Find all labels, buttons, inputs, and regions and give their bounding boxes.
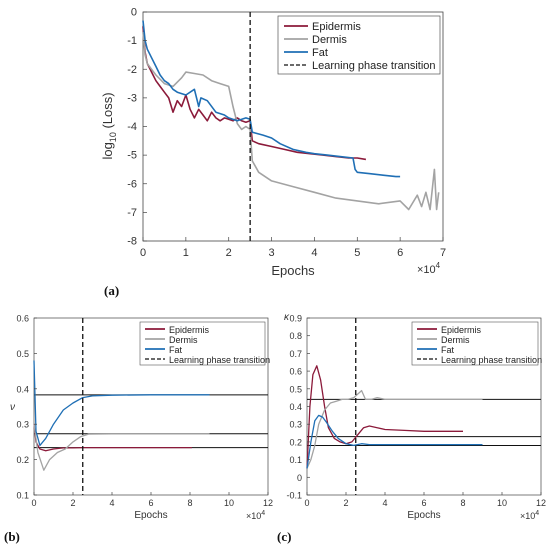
y-tick-label: 0.9 (289, 314, 302, 324)
chart-a: 0 1 2 3 4 5 6 7 0 -1 -2 -3 -4 -5 -6 -7 -8 Epochs ×104 lo… (100, 7, 446, 299)
x-tick-label: 0 (31, 498, 36, 508)
legend-label: Learning phase transition (169, 355, 270, 365)
x-axis-label-a: Epochs (271, 263, 315, 278)
y-tick-label: 0.8 (289, 331, 302, 341)
x-multiplier-a: ×104 (417, 261, 441, 276)
x-tick-label: 6 (421, 498, 426, 508)
legend-label: Learning phase transition (312, 60, 436, 72)
y-axis-label-b: ν (10, 402, 15, 413)
y-tick-label: -6 (127, 178, 137, 190)
y-tick-label: -1 (127, 35, 137, 47)
y-tick-label: 0.1 (16, 491, 29, 501)
x-tick-label: 6 (148, 498, 153, 508)
x-tick-label: 4 (311, 247, 317, 259)
legend-label: Epidermis (312, 21, 361, 33)
chart-c: 0 2 4 6 8 10 12-0.100.10.20.30.40.50.60.70.80.… (277, 312, 546, 544)
x-tick-label: 5 (354, 247, 360, 259)
x-axis-label-c: Epochs (407, 510, 440, 521)
panel-label-a: (a) (104, 283, 119, 298)
series-line-epidermis (142, 26, 367, 161)
x-tick-label: 3 (269, 247, 275, 259)
y-tick-label: 0.4 (289, 402, 302, 412)
legend-label: Dermis (441, 335, 470, 345)
series-group-a (142, 12, 440, 241)
x-tick-label: 12 (263, 498, 273, 508)
x-tick-label: 6 (397, 247, 403, 259)
y-tick-label: 0.3 (289, 420, 302, 430)
y-tick-label: -0.1 (286, 491, 302, 501)
chart-b: 0 2 4 6 8 10 120.10.20.30.40.50.6 Epochs ×104 … (4, 314, 273, 545)
y-tick-label: 0.3 (16, 420, 29, 430)
x-tick-label: 8 (187, 498, 192, 508)
legend-label: Fat (441, 345, 455, 355)
x-tick-label: 10 (224, 498, 234, 508)
series-line-epidermis (306, 365, 463, 469)
legend-label: Fat (312, 47, 328, 59)
series-group-b (33, 318, 210, 495)
legend-label: Learning phase transition (441, 355, 542, 365)
x-tick-label: 12 (536, 498, 546, 508)
y-tick-label: 0 (131, 7, 137, 19)
y-tick-label: 0.5 (16, 349, 29, 359)
panel-label-b: (b) (4, 529, 20, 544)
y-tick-label: 0.5 (289, 384, 302, 394)
y-tick-label: 0 (297, 473, 302, 483)
y-tick-label: -5 (127, 150, 137, 162)
y-axis-label-c: κ (284, 312, 290, 323)
y-tick-label: 0.7 (289, 349, 302, 359)
series-line-fat (33, 360, 210, 447)
y-axis-label-a: log10 (Loss) (100, 92, 118, 159)
x-tick-label: 8 (460, 498, 465, 508)
series-group-c (306, 318, 483, 495)
y-tick-label: -2 (127, 64, 137, 76)
x-tick-label: 2 (70, 498, 75, 508)
panel-label-c: (c) (277, 529, 291, 544)
y-tick-label: 0.2 (289, 437, 302, 447)
x-tick-label: 0 (304, 498, 309, 508)
y-tick-label: 0.2 (16, 455, 29, 465)
y-tick-label: 0.6 (16, 314, 29, 324)
series-line-dermis (142, 31, 440, 211)
y-tick-label: 0.4 (16, 384, 29, 394)
x-axis-label-b: Epochs (134, 510, 167, 521)
y-tick-label: -8 (127, 236, 137, 248)
x-multiplier-c: ×104 (520, 510, 539, 521)
series-line-dermis (33, 424, 210, 471)
x-tick-label: 0 (140, 247, 146, 259)
legend-label: Epidermis (441, 325, 482, 335)
series-line-fat (306, 414, 483, 469)
y-tick-label: -7 (127, 207, 137, 219)
x-tick-label: 2 (343, 498, 348, 508)
x-tick-label: 2 (226, 247, 232, 259)
series-line-fat (142, 20, 401, 178)
legend-label: Dermis (169, 335, 198, 345)
x-multiplier-b: ×104 (246, 510, 265, 521)
x-tick-label: 10 (497, 498, 507, 508)
x-tick-label: 1 (183, 247, 189, 259)
legend-label: Epidermis (169, 325, 210, 335)
series-line-epidermis (33, 424, 192, 452)
y-tick-label: 0.6 (289, 367, 302, 377)
legend-label: Fat (169, 345, 183, 355)
y-tick-label: -3 (127, 92, 137, 104)
x-tick-label: 7 (440, 247, 446, 259)
y-tick-label: 0.1 (289, 455, 302, 465)
x-tick-label: 4 (109, 498, 114, 508)
legend-label: Dermis (312, 34, 347, 46)
x-tick-label: 4 (382, 498, 387, 508)
y-tick-label: -4 (127, 121, 137, 133)
series-line-dermis (306, 389, 483, 469)
